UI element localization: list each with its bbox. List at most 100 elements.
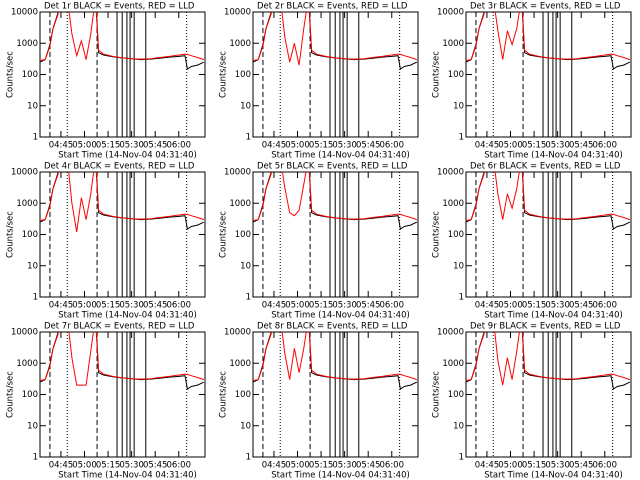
y-tick-label: 10 (27, 101, 38, 111)
x-tick-label: 05:45 (356, 461, 381, 471)
x-tick-label: 04:45 (475, 141, 500, 151)
x-tick-label: 04:45 (49, 141, 74, 151)
y-tick-label: 1000 (16, 359, 38, 369)
x-tick-label: 04:45 (262, 301, 287, 311)
y-tick-label: 1000 (229, 359, 251, 369)
y-tick-label: 1 (459, 453, 464, 463)
y-tick-label: 100 (22, 70, 38, 80)
y-axis-label: Counts/sec (6, 211, 16, 258)
y-tick-label: 10 (27, 261, 38, 271)
y-tick-label: 10000 (437, 168, 464, 178)
series-line (466, 332, 631, 386)
y-tick-label: 100 (235, 230, 251, 240)
x-tick-label: 05:00 (498, 461, 523, 471)
y-tick-label: 1000 (16, 39, 38, 49)
y-tick-label: 1000 (229, 199, 251, 209)
x-axis-label: Start Time (14-Nov-04 04:31:40) (271, 311, 410, 321)
x-tick-label: 06:00 (593, 461, 618, 471)
x-tick-label: 05:30 (119, 141, 144, 151)
x-tick-label: 04:45 (49, 461, 74, 471)
y-axis-label: Counts/sec (432, 51, 442, 98)
y-tick-label: 1 (246, 293, 251, 303)
y-tick-label: 10000 (11, 8, 38, 18)
y-tick-label: 10 (240, 421, 251, 431)
series-line (466, 172, 631, 230)
x-tick-label: 04:45 (262, 141, 287, 151)
x-tick-label: 04:45 (475, 461, 500, 471)
y-tick-label: 100 (22, 390, 38, 400)
x-tick-label: 06:00 (167, 301, 192, 311)
x-tick-label: 05:15 (309, 301, 334, 311)
x-tick-label: 06:00 (380, 301, 405, 311)
series-line (40, 332, 205, 386)
chart-title: Det 4r BLACK = Events, RED = LLD (44, 162, 195, 172)
y-tick-label: 100 (22, 230, 38, 240)
x-tick-label: 06:00 (167, 461, 192, 471)
x-tick-label: 05:30 (545, 141, 570, 151)
y-tick-label: 10 (453, 421, 464, 431)
x-tick-label: 05:15 (309, 461, 334, 471)
y-tick-label: 1 (459, 293, 464, 303)
y-axis-label: Counts/sec (6, 51, 16, 98)
chart-title: Det 9r BLACK = Events, RED = LLD (470, 322, 621, 332)
x-tick-label: 05:45 (143, 461, 168, 471)
x-axis-label: Start Time (14-Nov-04 04:31:40) (271, 151, 410, 161)
x-tick-label: 04:45 (475, 301, 500, 311)
chart-title: Det 1r BLACK = Events, RED = LLD (44, 2, 195, 12)
panel: Det 2r BLACK = Events, RED = LLD Counts/s… (219, 2, 419, 161)
x-tick-label: 05:45 (143, 301, 168, 311)
x-tick-label: 05:00 (285, 301, 310, 311)
y-axis-label: Counts/sec (219, 371, 229, 418)
x-axis-label: Start Time (14-Nov-04 04:31:40) (58, 471, 197, 480)
x-axis-label: Start Time (14-Nov-04 04:31:40) (484, 471, 623, 480)
panel: Det 3r BLACK = Events, RED = LLD Counts/s… (432, 2, 632, 161)
x-tick-label: 06:00 (380, 461, 405, 471)
x-tick-label: 05:45 (356, 301, 381, 311)
x-tick-label: 04:45 (262, 461, 287, 471)
chart-title: Det 3r BLACK = Events, RED = LLD (470, 2, 621, 12)
x-tick-label: 05:15 (522, 141, 547, 151)
x-tick-label: 05:00 (72, 141, 97, 151)
x-tick-label: 05:00 (498, 301, 523, 311)
x-tick-label: 05:15 (96, 461, 121, 471)
series-line (466, 12, 631, 70)
x-axis-label: Start Time (14-Nov-04 04:31:40) (484, 311, 623, 321)
x-tick-label: 05:15 (309, 141, 334, 151)
y-tick-label: 1 (246, 453, 251, 463)
y-tick-label: 10000 (224, 8, 251, 18)
y-axis-label: Counts/sec (219, 51, 229, 98)
y-axis-label: Counts/sec (6, 371, 16, 418)
x-axis-label: Start Time (14-Nov-04 04:31:40) (484, 151, 623, 161)
series-line (253, 332, 418, 390)
x-tick-label: 05:45 (569, 301, 594, 311)
x-tick-label: 05:30 (119, 461, 144, 471)
y-tick-label: 1000 (442, 39, 464, 49)
y-tick-label: 10000 (437, 328, 464, 338)
x-tick-label: 05:15 (522, 461, 547, 471)
y-tick-label: 100 (448, 70, 464, 80)
y-axis-label: Counts/sec (432, 371, 442, 418)
x-axis-label: Start Time (14-Nov-04 04:31:40) (58, 311, 197, 321)
chart-title: Det 7r BLACK = Events, RED = LLD (44, 322, 195, 332)
x-tick-label: 06:00 (380, 141, 405, 151)
y-axis-label: Counts/sec (219, 211, 229, 258)
y-tick-label: 1 (246, 133, 251, 143)
y-tick-label: 10 (240, 101, 251, 111)
x-tick-label: 05:45 (356, 141, 381, 151)
x-tick-label: 06:00 (593, 141, 618, 151)
x-tick-label: 05:00 (285, 141, 310, 151)
x-tick-label: 05:45 (569, 141, 594, 151)
x-tick-label: 04:45 (49, 301, 74, 311)
x-tick-label: 05:00 (72, 301, 97, 311)
y-tick-label: 100 (448, 230, 464, 240)
y-tick-label: 10 (27, 421, 38, 431)
series-line (40, 12, 205, 61)
panel: Det 8r BLACK = Events, RED = LLD Counts/s… (219, 322, 419, 480)
series-line (253, 172, 418, 221)
panel: Det 5r BLACK = Events, RED = LLD Counts/s… (219, 162, 419, 321)
y-tick-label: 100 (235, 390, 251, 400)
chart-title: Det 2r BLACK = Events, RED = LLD (257, 2, 408, 12)
y-tick-label: 1000 (442, 199, 464, 209)
